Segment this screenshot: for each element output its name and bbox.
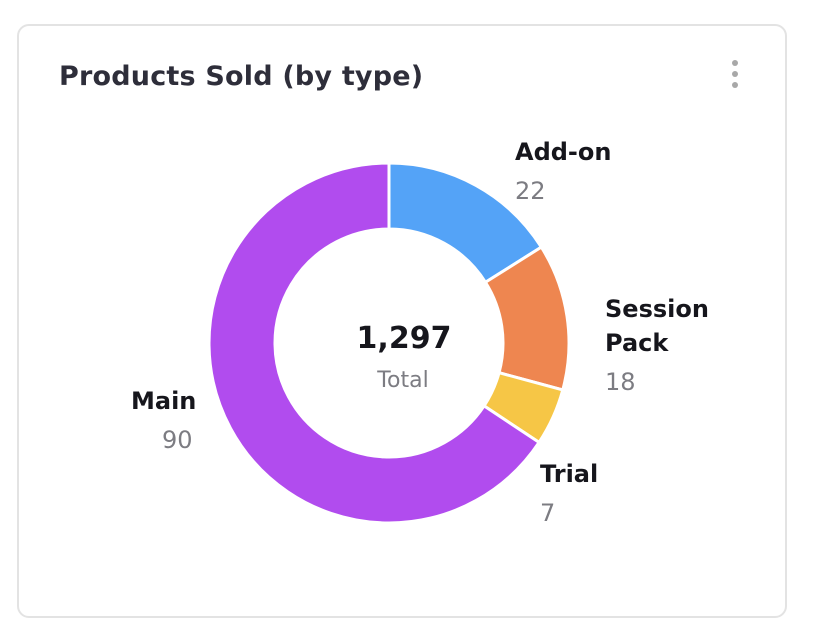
more-vertical-icon[interactable] bbox=[725, 58, 745, 90]
center-total-caption: Total bbox=[376, 368, 428, 393]
slice-label-session-pack-line-1: Session bbox=[605, 295, 709, 323]
donut-slices bbox=[207, 161, 571, 525]
slice-main[interactable] bbox=[207, 161, 541, 525]
slice-labels: Add-on 22 Session Pack 18 Trial 7 Main 90 bbox=[131, 138, 709, 527]
slice-value-main: 90 bbox=[162, 426, 193, 454]
slice-value-add-on: 22 bbox=[515, 177, 546, 205]
slice-label-trial: Trial bbox=[540, 460, 598, 488]
slice-value-trial: 7 bbox=[540, 499, 555, 527]
slice-label-add-on: Add-on bbox=[515, 138, 611, 166]
center-total-value: 1,297 bbox=[357, 321, 452, 356]
slice-label-session-pack-line-2: Pack bbox=[605, 329, 669, 357]
slice-label-main: Main bbox=[131, 387, 196, 415]
card-title: Products Sold (by type) bbox=[59, 61, 424, 92]
slice-value-session-pack: 18 bbox=[605, 368, 636, 396]
